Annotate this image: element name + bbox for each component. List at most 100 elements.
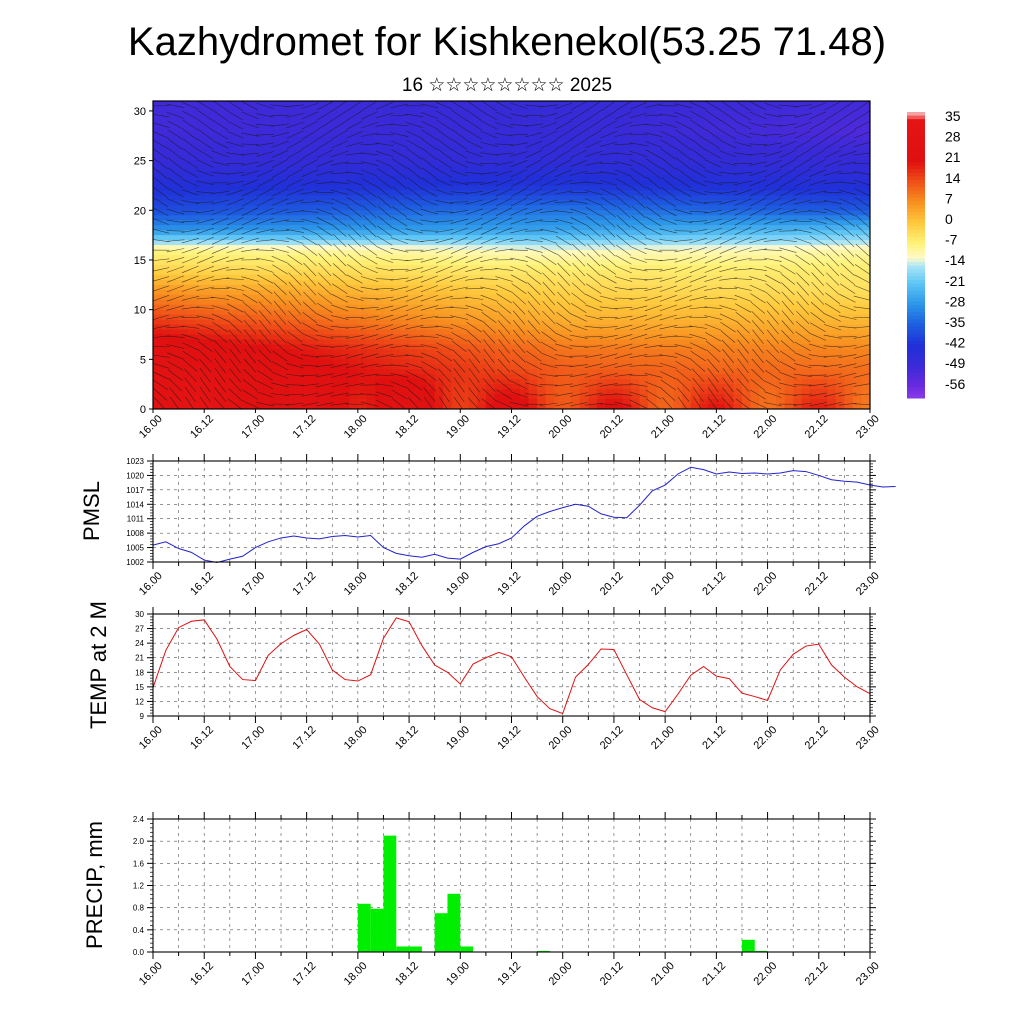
heatmap-cell bbox=[699, 160, 709, 167]
heatmap-cell bbox=[639, 394, 649, 400]
heatmap-cell bbox=[699, 259, 709, 266]
heatmap-cell bbox=[315, 374, 325, 380]
heatmap-cell bbox=[554, 379, 564, 385]
heatmap-cell bbox=[366, 105, 376, 112]
heatmap-cell bbox=[665, 384, 675, 390]
heatmap-cell bbox=[682, 309, 692, 316]
heatmap-cell bbox=[716, 230, 726, 236]
heatmap-cell bbox=[571, 125, 581, 132]
heatmap-cell bbox=[263, 309, 274, 316]
heatmap-cell bbox=[588, 200, 598, 206]
heatmap-cell bbox=[255, 304, 265, 311]
heatmap-cell bbox=[613, 404, 624, 409]
heatmap-cell bbox=[511, 294, 521, 301]
heatmap-cell bbox=[818, 349, 828, 355]
heatmap-cell bbox=[554, 180, 564, 187]
heatmap-cell bbox=[767, 150, 777, 157]
heatmap-cell bbox=[494, 110, 504, 117]
heatmap-cell bbox=[707, 235, 717, 241]
heatmap-cell bbox=[776, 404, 786, 409]
heatmap-cell bbox=[690, 170, 700, 177]
heatmap-cell bbox=[161, 185, 171, 192]
heatmap-cell bbox=[349, 210, 359, 216]
heatmap-cell bbox=[639, 215, 649, 221]
heatmap-cell bbox=[673, 120, 683, 127]
heatmap-cell bbox=[212, 195, 222, 201]
heatmap-cell bbox=[246, 289, 257, 296]
heatmap-cell bbox=[161, 180, 171, 187]
heatmap-cell bbox=[801, 155, 811, 162]
heatmap-cell bbox=[426, 140, 436, 147]
heatmap-cell bbox=[673, 240, 683, 246]
heatmap-cell bbox=[161, 255, 171, 261]
heatmap-cell bbox=[323, 364, 333, 370]
heatmap-cell bbox=[281, 205, 291, 211]
heatmap-cell bbox=[673, 389, 683, 395]
heatmap-cell bbox=[417, 190, 427, 196]
heatmap-cell bbox=[340, 230, 350, 236]
heatmap-cell bbox=[204, 259, 214, 266]
heatmap-cell bbox=[767, 279, 777, 286]
heatmap-cell bbox=[485, 140, 496, 147]
heatmap-cell bbox=[153, 105, 163, 112]
heatmap-cell bbox=[784, 309, 794, 316]
heatmap-cell bbox=[332, 145, 342, 152]
heatmap-cell bbox=[502, 235, 513, 241]
heatmap-cell bbox=[315, 101, 325, 107]
heatmap-cell bbox=[357, 215, 367, 221]
heatmap-cell bbox=[759, 250, 769, 256]
heatmap-cell bbox=[366, 110, 376, 117]
heatmap-cell bbox=[759, 359, 769, 365]
heatmap-cell bbox=[613, 215, 624, 221]
heatmap-cell bbox=[153, 269, 163, 276]
heatmap-cell bbox=[417, 314, 427, 321]
heatmap-cell bbox=[750, 255, 760, 261]
heatmap-cell bbox=[579, 101, 589, 107]
heatmap-cell bbox=[724, 339, 735, 346]
heatmap-cell bbox=[392, 120, 402, 127]
heatmap-cell bbox=[716, 115, 726, 122]
heatmap-cell bbox=[238, 135, 248, 142]
heatmap-cell bbox=[417, 210, 427, 216]
heatmap-cell bbox=[349, 125, 359, 132]
heatmap-cell bbox=[272, 329, 282, 336]
heatmap-cell bbox=[477, 115, 487, 122]
heatmap-cell bbox=[366, 379, 376, 385]
heatmap-cell bbox=[170, 284, 180, 291]
heatmap-cell bbox=[827, 105, 837, 112]
heatmap-cell bbox=[349, 255, 359, 261]
heatmap-cell bbox=[724, 264, 735, 271]
heatmap-cell bbox=[724, 299, 735, 306]
heatmap-cell bbox=[383, 175, 393, 182]
heatmap-cell bbox=[579, 284, 589, 291]
heatmap-cell bbox=[639, 101, 649, 107]
heatmap-cell bbox=[596, 264, 606, 271]
heatmap-cell bbox=[366, 359, 376, 365]
heatmap-cell bbox=[272, 240, 282, 246]
heatmap-cell bbox=[579, 170, 589, 177]
heatmap-cell bbox=[818, 240, 828, 246]
heatmap-cell bbox=[596, 294, 606, 301]
heatmap-cell bbox=[357, 289, 367, 296]
heatmap-cell bbox=[323, 135, 333, 142]
heatmap-cell bbox=[733, 334, 743, 341]
heatmap-cell bbox=[426, 235, 436, 241]
heatmap-cell bbox=[784, 101, 794, 107]
heatmap-cell bbox=[374, 135, 385, 142]
heatmap-cell bbox=[315, 195, 325, 201]
heatmap-cell bbox=[494, 339, 504, 346]
heatmap-cell bbox=[204, 200, 214, 206]
heatmap-cell bbox=[750, 240, 760, 246]
heatmap-cell bbox=[221, 364, 231, 370]
heatmap-cell bbox=[246, 240, 257, 246]
heatmap-cell bbox=[221, 160, 231, 167]
heatmap-cell bbox=[289, 299, 299, 306]
heatmap-cell bbox=[562, 334, 572, 341]
heatmap-cell bbox=[374, 165, 385, 172]
heatmap-cell bbox=[178, 170, 188, 177]
heatmap-cell bbox=[835, 250, 845, 256]
heatmap-cell bbox=[170, 384, 180, 390]
heatmap-cell bbox=[485, 264, 496, 271]
heatmap-cell bbox=[357, 195, 367, 201]
heatmap-cell bbox=[289, 205, 299, 211]
